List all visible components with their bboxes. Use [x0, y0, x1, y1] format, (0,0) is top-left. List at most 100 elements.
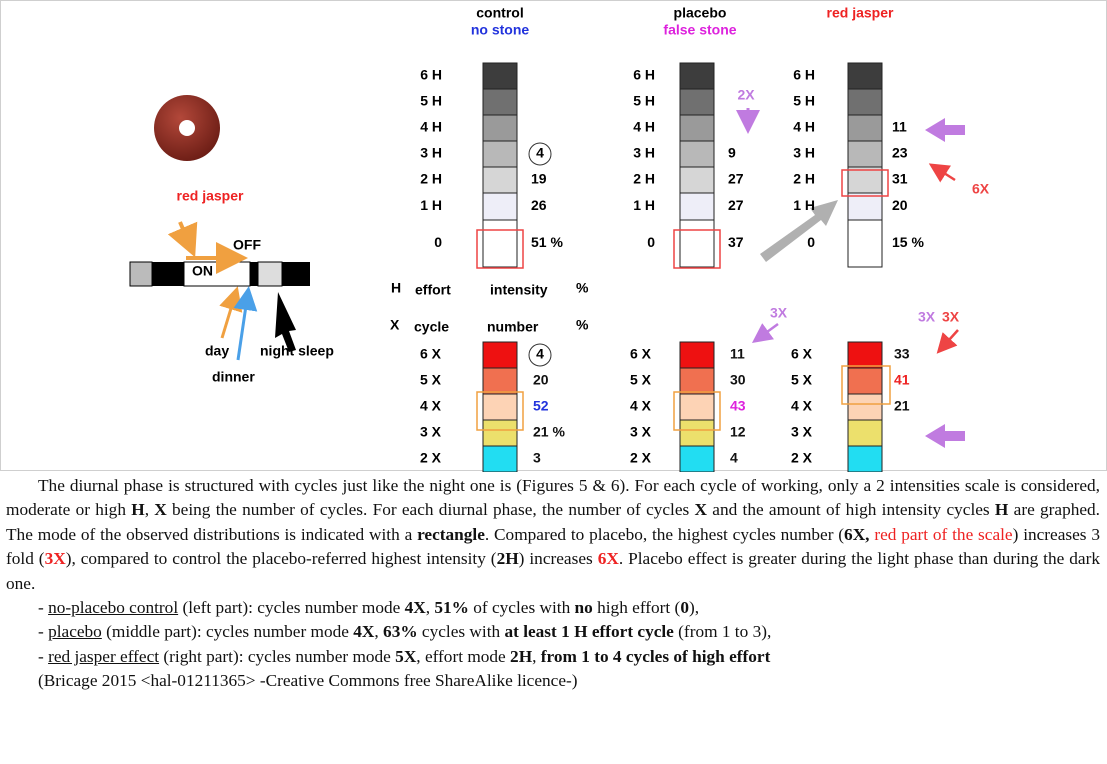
text-run: X [154, 500, 166, 519]
text-run: (from 1 to 3), [674, 622, 771, 641]
scale-cell [483, 446, 517, 472]
text-run: , [145, 500, 155, 519]
row-label: 3 X [420, 424, 442, 440]
value: 27 [728, 197, 744, 213]
key-text: % [576, 280, 589, 296]
row-label: 6 H [793, 67, 815, 83]
scale-cell [483, 115, 517, 141]
scale-cell [483, 420, 517, 446]
row-label: 4 X [420, 398, 442, 414]
scale-cell [680, 193, 714, 220]
text-run: X [695, 500, 707, 519]
scale-cell [680, 63, 714, 89]
scale-cell [848, 368, 882, 394]
row-label: 5 H [633, 93, 655, 109]
row-label: 2 X [791, 450, 813, 466]
value: 21 % [533, 424, 565, 440]
value: 15 % [892, 234, 924, 250]
scale-cell [680, 420, 714, 446]
scale-cell [680, 167, 714, 193]
scale-cell [848, 420, 882, 446]
text-run: - [38, 622, 48, 641]
scale-cell [848, 141, 882, 167]
arrow [933, 166, 955, 180]
scale-cell [848, 342, 882, 368]
text-run: ), compared to control the placebo-refer… [66, 549, 497, 568]
value: 33 [894, 346, 910, 362]
value: 52 [533, 398, 549, 414]
row-label: 6 H [633, 67, 655, 83]
off-label: OFF [233, 237, 261, 253]
row-label: 6 X [791, 346, 813, 362]
arrow [940, 330, 958, 350]
text-run: 2H [497, 549, 519, 568]
annotation: 3X [918, 309, 936, 325]
row-label: 5 H [420, 93, 442, 109]
value: 4 [536, 346, 544, 362]
text-run: ), [689, 598, 699, 617]
scale-cell [483, 220, 517, 267]
text-run: (left part): cycles number mode [178, 598, 405, 617]
value: 27 [728, 171, 744, 187]
value: 43 [730, 398, 746, 414]
row-label: 4 H [633, 119, 655, 135]
column-subtitle: no stone [471, 22, 530, 38]
key-text: effort [415, 282, 451, 298]
scale-cell [483, 141, 517, 167]
value: 11 [892, 119, 907, 135]
row-label: 0 [807, 234, 815, 250]
value: 9 [728, 145, 736, 161]
scale-cell [848, 167, 882, 193]
column-title: red jasper [827, 5, 894, 21]
row-label: 0 [647, 234, 655, 250]
scale-cell [680, 394, 714, 420]
annotation: 3X [770, 305, 788, 321]
row-label: 6 X [420, 346, 442, 362]
value: 3 [533, 450, 541, 466]
text-run: , [374, 622, 383, 641]
row-label: 3 X [791, 424, 813, 440]
row-label: 3 X [630, 424, 652, 440]
bullet: - red jasper effect (right part): cycles… [6, 645, 1100, 669]
text-run: being the number of cycles. For each diu… [167, 500, 695, 519]
text-run: 0 [680, 598, 689, 617]
text-run: (middle part): cycles number mode [102, 622, 353, 641]
text-run: 4X [405, 598, 426, 617]
annotation: 2X [737, 87, 755, 103]
dinner-label: dinner [212, 369, 255, 385]
text-run: placebo [48, 622, 102, 641]
text-run: 5X [395, 647, 416, 666]
scale-cell [848, 63, 882, 89]
key-symbol: H [391, 280, 401, 296]
day-label: day [205, 343, 229, 359]
scale-cell [483, 193, 517, 220]
key-text: number [487, 319, 539, 335]
annotation: 3X [942, 309, 960, 325]
bullet: - placebo (middle part): cycles number m… [6, 620, 1100, 644]
scale-cell [848, 89, 882, 115]
text-run: 4X [353, 622, 374, 641]
scale-cell [483, 167, 517, 193]
on-label: ON [192, 263, 213, 279]
value: 12 [730, 424, 746, 440]
scale-cell [680, 220, 714, 267]
text-run: of cycles with [469, 598, 575, 617]
text-run: 2H [510, 647, 532, 666]
column-subtitle: false stone [663, 22, 736, 38]
text-run: no-placebo control [48, 598, 178, 617]
scale-cell [680, 115, 714, 141]
scale-cell [848, 193, 882, 220]
value: 30 [730, 372, 746, 388]
row-label: 4 H [793, 119, 815, 135]
text-run: - [38, 598, 48, 617]
body-text: The diurnal phase is structured with cyc… [6, 474, 1100, 694]
row-label: 6 X [630, 346, 652, 362]
arrow [180, 222, 192, 250]
row-label: 2 X [630, 450, 652, 466]
value: 26 [531, 197, 547, 213]
text-run: 6X [598, 549, 619, 568]
scale-cell [848, 394, 882, 420]
scale-cell [680, 89, 714, 115]
text-run: ) increases [519, 549, 598, 568]
arrow [756, 324, 778, 340]
